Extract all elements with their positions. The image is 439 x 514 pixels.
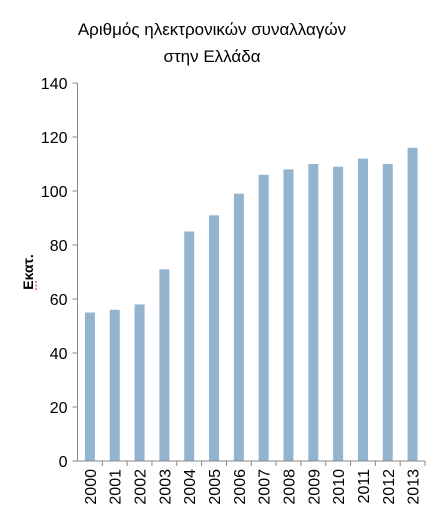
bar-2005 [209,215,220,461]
x-tick-label-2009: 2009 [306,469,323,505]
y-axis-ticks: 0 20 40 60 80 100 120 140 [41,76,78,471]
bar-2007 [258,174,269,462]
y-axis-title: Εκατ. [20,254,36,289]
bar-2013 [407,147,418,462]
bar-2003 [159,269,170,461]
bar-2009 [308,164,319,461]
bar-2012 [382,164,393,461]
bar-2008 [283,169,294,461]
y-tick-label: 0 [59,454,68,471]
x-tick-label-2013: 2013 [406,469,423,505]
bar-2004 [184,231,195,461]
bar-2011 [357,158,368,461]
y-tick-label: 100 [41,184,68,201]
bar-2010 [333,166,344,461]
y-tick-label: 40 [50,346,68,363]
x-tick-label-2005: 2005 [207,469,224,505]
bar-2006 [233,193,244,461]
x-tick-label-2001: 2001 [108,469,125,505]
y-tick-label: 140 [41,76,68,93]
x-tick-label-2004: 2004 [182,469,199,505]
y-tick-label: 80 [50,238,68,255]
x-tick-label-2008: 2008 [281,469,298,505]
x-tick-label-2010: 2010 [331,469,348,505]
bar-2002 [134,304,145,461]
x-tick-label-2011: 2011 [356,469,373,504]
y-tick-label: 20 [50,400,68,417]
x-tick-label-2000: 2000 [83,469,100,505]
bars-group [84,147,418,462]
chart-title-line-2: στην Ελλάδα [163,47,260,66]
x-tick-label-2006: 2006 [232,469,249,505]
x-tick-label-2003: 2003 [157,469,174,505]
bar-2000 [84,312,95,461]
bar-2001 [109,309,120,461]
x-tick-label-2002: 2002 [133,469,150,505]
y-tick-label: 60 [50,292,68,309]
chart-title-line-1: Αριθμός ηλεκτρονικών συναλλαγών [78,20,346,39]
x-tick-label-2012: 2012 [381,469,398,505]
x-axis-ticks: 2000 2001 2002 2003 2004 2005 2006 2007 2008 2009… [83,461,426,505]
y-axis-title-group: Εκατ. [20,254,37,290]
x-tick-label-2007: 2007 [257,469,274,505]
y-tick-label: 120 [41,130,68,147]
